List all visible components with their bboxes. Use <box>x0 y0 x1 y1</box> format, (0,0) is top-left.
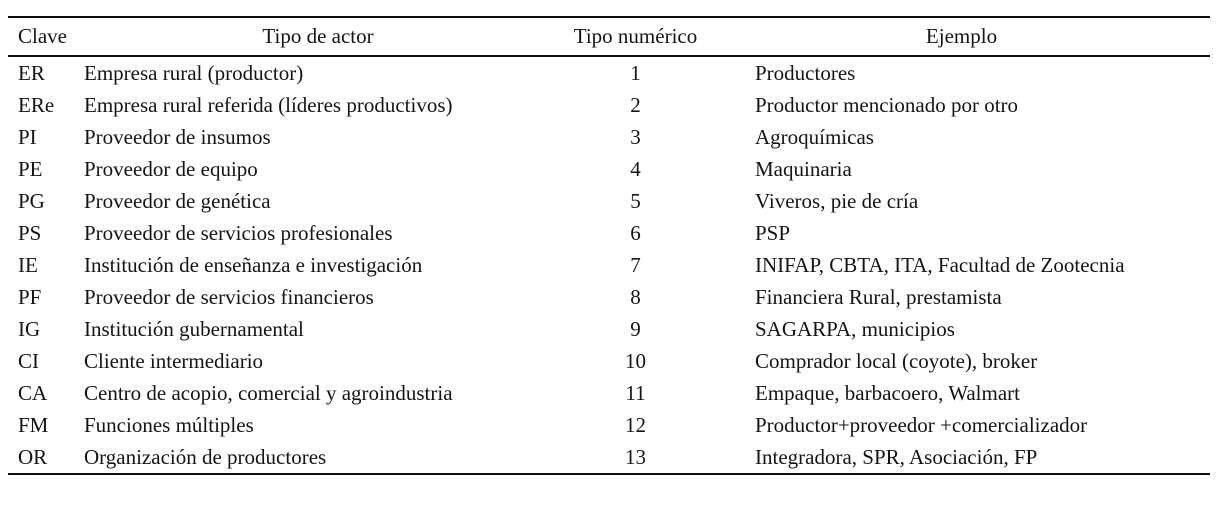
table-header: Clave Tipo de actor Tipo numérico Ejempl… <box>8 17 1210 57</box>
cell-tipo-actor: Proveedor de insumos <box>84 124 271 149</box>
table-row: OR Organización de productores 13 Integrado… <box>8 441 1210 474</box>
header-row: Clave Tipo de actor Tipo numérico Ejempl… <box>8 17 1210 57</box>
cell-tipo-actor: Institución de enseñanza e investigación <box>84 252 423 277</box>
cell-clave: PE <box>18 156 43 181</box>
cell-tipo-actor: Centro de acopio, comercial y agroindust… <box>84 380 453 405</box>
table-row: CA Centro de acopio, comercial y agroindu… <box>8 377 1210 409</box>
cell-tipo-actor: Proveedor de servicios financieros <box>84 284 374 309</box>
cell-ejemplo: Agroquímicas <box>755 124 874 149</box>
cell-ejemplo: Productores <box>755 60 856 85</box>
cell-tipo-numerico: 5 <box>630 188 641 213</box>
cell-tipo-actor: Proveedor de servicios profesionales <box>84 220 393 245</box>
cell-tipo-actor: Empresa rural (productor) <box>84 60 304 85</box>
cell-tipo-numerico: 3 <box>630 124 641 149</box>
cell-tipo-numerico: 4 <box>630 156 641 181</box>
cell-tipo-actor: Institución gubernamental <box>84 316 304 341</box>
cell-clave: IG <box>18 316 41 341</box>
table-row: PE Proveedor de equipo 4 Maquinaria <box>8 153 1210 185</box>
cell-ejemplo: PSP <box>755 220 791 245</box>
cell-ejemplo: SAGARPA, municipios <box>755 316 955 341</box>
table-row: PS Proveedor de servicios profesionales 6 P… <box>8 217 1210 249</box>
cell-tipo-actor: Organización de productores <box>84 444 327 469</box>
cell-tipo-numerico: 13 <box>625 444 646 469</box>
cell-tipo-numerico: 1 <box>630 60 641 85</box>
cell-clave: ER <box>18 60 45 85</box>
column-header-tipo-numerico: Tipo numérico <box>558 17 713 57</box>
table-row: FM Funciones múltiples 12 Productor+proveed… <box>8 409 1210 441</box>
cell-ejemplo: Maquinaria <box>755 156 852 181</box>
cell-tipo-numerico: 2 <box>630 92 641 117</box>
cell-tipo-numerico: 11 <box>625 380 646 405</box>
cell-clave: ERe <box>18 92 55 117</box>
cell-clave: FM <box>18 412 49 437</box>
cell-tipo-actor: Empresa rural referida (líderes producti… <box>84 92 453 117</box>
cell-ejemplo: Productor mencionado por otro <box>755 92 1019 117</box>
table-row: CI Cliente intermediario 10 Comprador local… <box>8 345 1210 377</box>
column-header-ejemplo: Ejemplo <box>713 17 1210 57</box>
cell-ejemplo: Comprador local (coyote), broker <box>755 348 1038 373</box>
cell-tipo-numerico: 10 <box>625 348 646 373</box>
cell-ejemplo: Viveros, pie de cría <box>755 188 919 213</box>
cell-tipo-actor: Funciones múltiples <box>84 412 254 437</box>
cell-tipo-actor: Proveedor de equipo <box>84 156 258 181</box>
cell-ejemplo: Integradora, SPR, Asociación, FP <box>755 444 1038 469</box>
cell-tipo-numerico: 9 <box>630 316 641 341</box>
cell-ejemplo: Empaque, barbacoero, Walmart <box>755 380 1020 405</box>
actor-key-table: Clave Tipo de actor Tipo numérico Ejempl… <box>8 16 1210 475</box>
cell-clave: PI <box>18 124 37 149</box>
table-row: PF Proveedor de servicios financieros 8 Fin… <box>8 281 1210 313</box>
table-row: ER Empresa rural (productor) 1 Productores <box>8 56 1210 89</box>
cell-clave: OR <box>18 444 48 469</box>
cell-tipo-actor: Cliente intermediario <box>84 348 264 373</box>
cell-tipo-numerico: 6 <box>630 220 641 245</box>
table-row: PG Proveedor de genética 5 Viveros, pie de … <box>8 185 1210 217</box>
column-header-clave: Clave <box>8 17 78 57</box>
table-body: ER Empresa rural (productor) 1 Productores E… <box>8 56 1210 474</box>
column-header-tipo-de-actor: Tipo de actor <box>78 17 558 57</box>
cell-clave: PF <box>18 284 42 309</box>
cell-clave: PG <box>18 188 45 213</box>
table-row: IE Institución de enseñanza e investigaci… <box>8 249 1210 281</box>
table-row: PI Proveedor de insumos 3 Agroquímicas <box>8 121 1210 153</box>
table-row: IG Institución gubernamental 9 SAGARPA, mun… <box>8 313 1210 345</box>
cell-clave: CI <box>18 348 39 373</box>
cell-clave: CA <box>18 380 48 405</box>
cell-ejemplo: INIFAP, CBTA, ITA, Facultad de Zootecnia <box>755 252 1125 277</box>
cell-tipo-numerico: 8 <box>630 284 641 309</box>
table-row: ERe Empresa rural referida (líderes produ… <box>8 89 1210 121</box>
cell-ejemplo: Financiera Rural, prestamista <box>755 284 1002 309</box>
cell-tipo-numerico: 12 <box>625 412 646 437</box>
cell-clave: IE <box>18 252 38 277</box>
cell-tipo-numerico: 7 <box>630 252 641 277</box>
cell-ejemplo: Productor+proveedor +comercializador <box>755 412 1088 437</box>
cell-clave: PS <box>18 220 42 245</box>
cell-tipo-actor: Proveedor de genética <box>84 188 271 213</box>
